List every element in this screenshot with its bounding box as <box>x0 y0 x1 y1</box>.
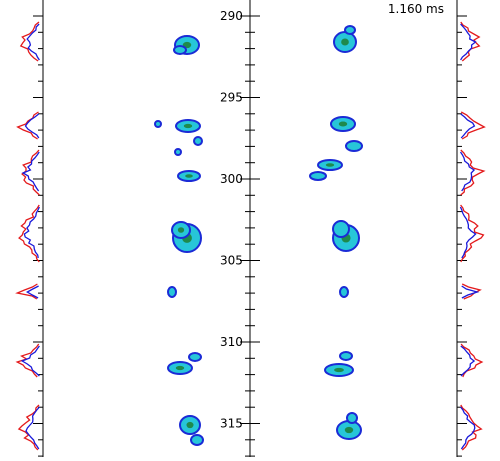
signal-blob <box>332 220 350 238</box>
trace-line <box>460 113 476 139</box>
signal-blob <box>339 286 349 298</box>
signal-blob <box>173 45 187 55</box>
trace-line <box>460 345 476 377</box>
signal-blobs <box>154 25 363 446</box>
trace-line <box>460 111 486 140</box>
tick-label: 315 <box>220 417 243 431</box>
signal-blob-core <box>175 365 185 371</box>
tick-label: 300 <box>220 172 243 186</box>
signal-blob-core <box>341 38 349 46</box>
trace-line <box>19 21 40 62</box>
trace-line <box>460 204 485 263</box>
trace-line <box>18 204 40 263</box>
trace-line <box>25 406 40 450</box>
tick-label: 295 <box>220 91 243 105</box>
trace-line <box>17 404 40 451</box>
signal-blob <box>154 120 162 128</box>
trace-line <box>24 113 40 139</box>
signal-blob-core <box>338 121 348 127</box>
signal-blob-core <box>334 367 344 373</box>
trace-line <box>20 345 40 377</box>
trace-line <box>459 206 477 259</box>
trace-line <box>16 111 39 140</box>
axis-tick-labels: 290 295 300 305 310 315 <box>220 9 243 431</box>
tick-label: 305 <box>220 254 243 268</box>
tick-label: 310 <box>220 335 243 349</box>
trace-line <box>461 285 480 299</box>
tick-label: 290 <box>220 9 243 23</box>
signal-blob <box>174 148 182 156</box>
signal-blob <box>344 25 356 35</box>
signal-blob <box>339 351 353 361</box>
signal-blob <box>345 140 363 152</box>
trace-line <box>25 285 39 299</box>
trace-line <box>460 23 477 61</box>
signal-blob <box>193 136 203 146</box>
trace-line <box>21 151 40 192</box>
signal-blob-core <box>344 426 354 434</box>
signal-blob-core <box>186 421 194 429</box>
signal-blob <box>346 412 358 424</box>
signal-blob <box>309 171 327 181</box>
trace-line <box>15 283 38 300</box>
trace-line <box>460 149 486 196</box>
trace-line <box>23 206 40 259</box>
signal-blob-core <box>185 174 193 178</box>
trace-line <box>460 404 483 451</box>
trace-line <box>26 23 40 61</box>
signal-blob <box>188 352 202 362</box>
signal-blob-core <box>325 163 335 167</box>
side-traces <box>15 21 486 451</box>
signal-blob <box>190 434 204 446</box>
signal-blob-core <box>177 227 185 233</box>
trace-line <box>459 151 476 192</box>
signal-blob-core <box>183 123 193 129</box>
time-readout: 1.160 ms <box>387 2 444 16</box>
trace-line <box>460 406 476 450</box>
signal-blob <box>167 286 177 298</box>
